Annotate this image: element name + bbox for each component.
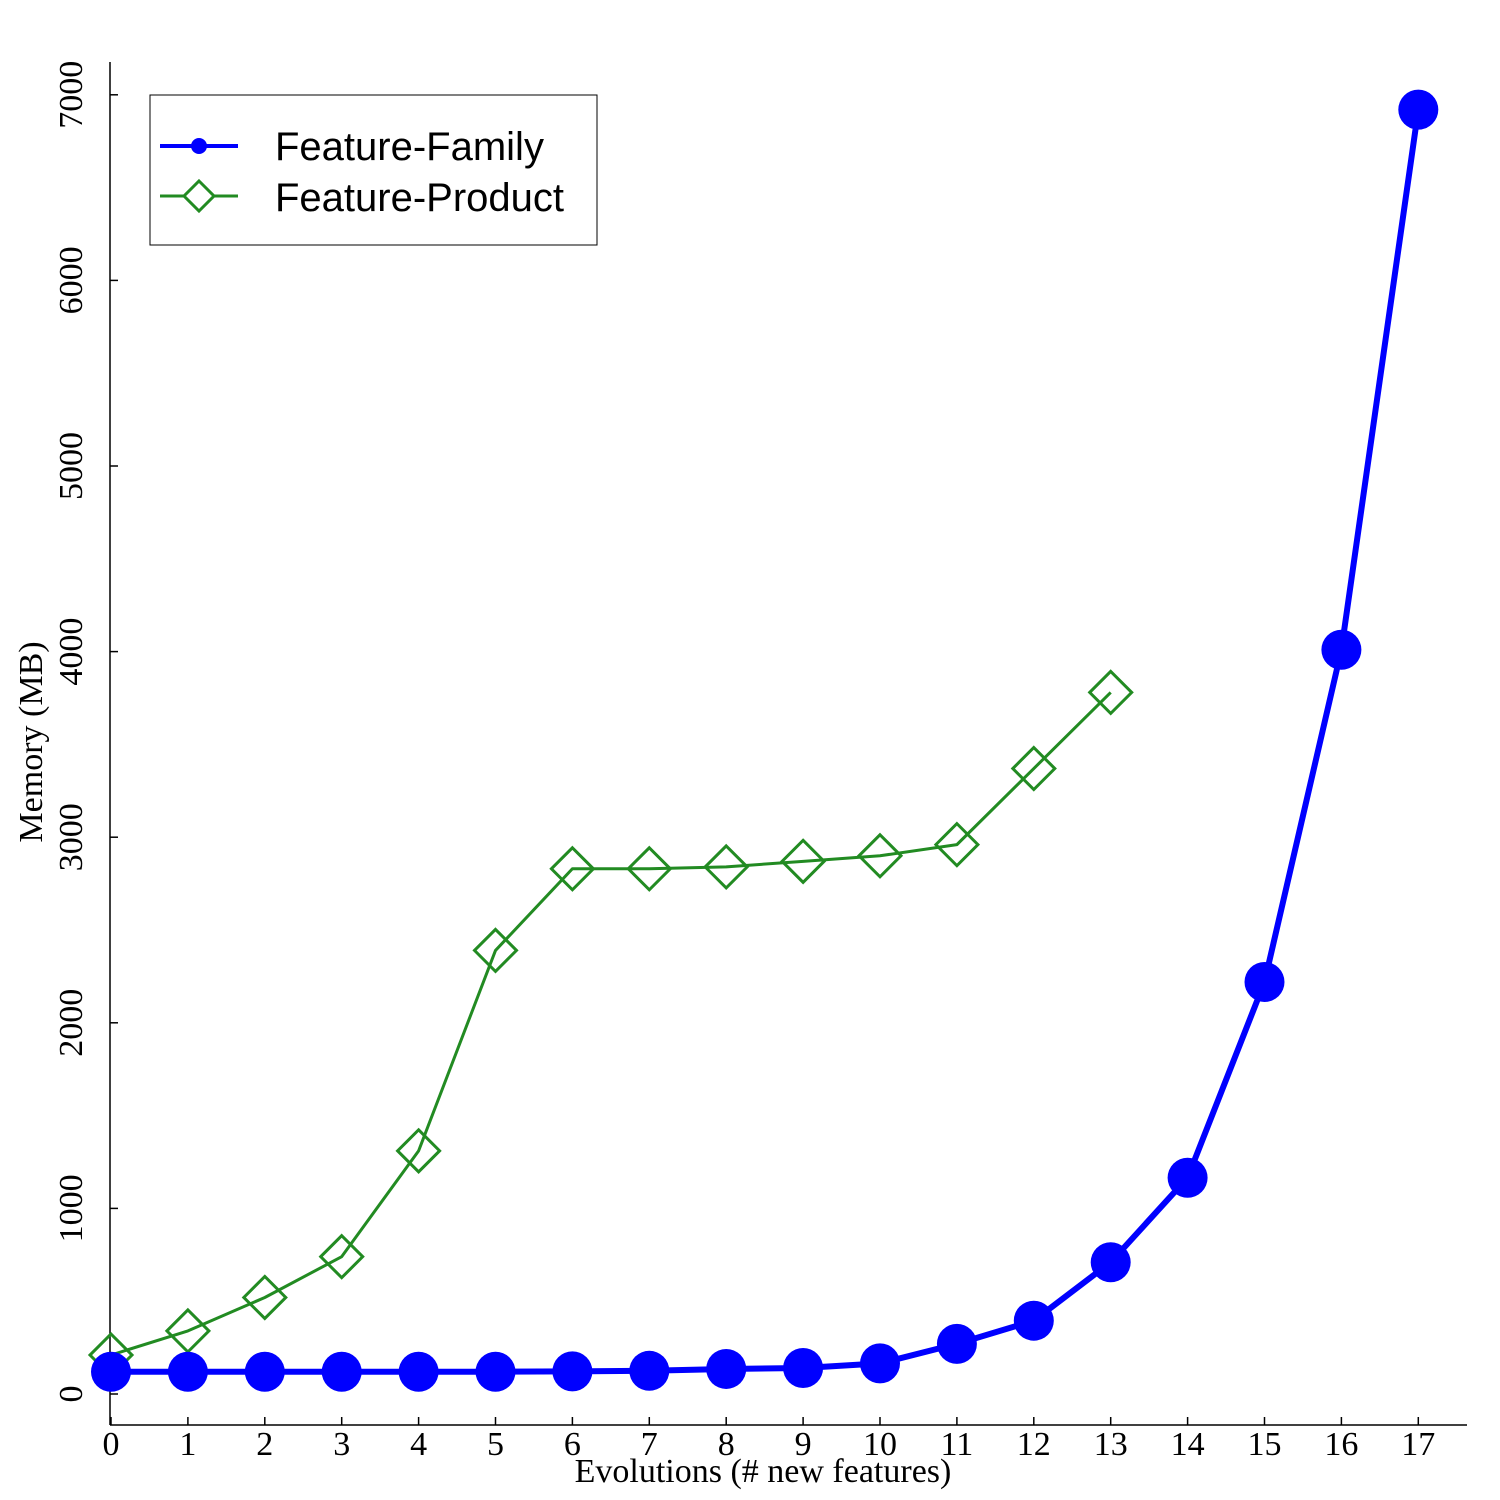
- data-point: [552, 1351, 593, 1392]
- x-ticks: 0 1 2 3 4 5 6 7 8 9 10 11 12 13 14 15 16 17: [103, 1417, 1435, 1463]
- data-point: [167, 1351, 208, 1392]
- series-line: [111, 109, 1422, 1375]
- x-tick-label: 12: [1017, 1426, 1051, 1463]
- data-point: [1167, 1157, 1208, 1198]
- y-axis-title: Memory (MB): [13, 641, 50, 842]
- y-tick-label: 2000: [53, 989, 90, 1057]
- data-point: [472, 927, 519, 974]
- data-point: [244, 1351, 285, 1392]
- data-point: [1244, 961, 1285, 1002]
- data-point: [626, 845, 673, 892]
- legend: Feature-Family Feature-Product: [149, 94, 598, 246]
- x-tick-label: 13: [1094, 1426, 1128, 1463]
- data-point: [1087, 669, 1134, 716]
- y-tick-label: 7000: [53, 61, 90, 129]
- data-point: [318, 1233, 365, 1280]
- legend-marker-feature-product: [181, 178, 217, 214]
- data-point: [91, 1351, 131, 1392]
- x-tick-label: 2: [256, 1426, 273, 1463]
- x-tick-label: 3: [333, 1426, 350, 1463]
- x-tick-label: 6: [564, 1426, 581, 1463]
- data-point: [321, 1351, 362, 1392]
- y-tick-label: 0: [53, 1386, 90, 1403]
- data-point: [1010, 745, 1057, 792]
- x-axis-title: Evolutions (# new features): [575, 1453, 952, 1490]
- series-line: [110, 691, 1112, 1357]
- data-point: [936, 1323, 977, 1364]
- y-tick-label: 1000: [53, 1174, 90, 1242]
- x-tick-label: 4: [410, 1426, 427, 1463]
- data-point: [475, 1351, 516, 1392]
- data-point: [1090, 1242, 1131, 1283]
- series-layer: [87, 89, 1439, 1392]
- data-point: [783, 1348, 824, 1389]
- x-tick-label: 9: [795, 1426, 812, 1463]
- data-point: [395, 1127, 442, 1174]
- x-tick-label: 17: [1401, 1426, 1435, 1463]
- x-tick-label: 14: [1171, 1426, 1205, 1463]
- axes: [109, 62, 1467, 1426]
- data-point: [860, 1343, 900, 1384]
- x-tick-label: 16: [1324, 1426, 1358, 1463]
- legend-marker-feature-family: [191, 138, 207, 154]
- x-tick-label: 10: [863, 1426, 897, 1463]
- x-tick-label: 15: [1248, 1426, 1282, 1463]
- data-point: [703, 843, 750, 891]
- y-tick-label: 5000: [53, 432, 90, 500]
- x-tick-label: 1: [179, 1426, 196, 1463]
- data-point: [1013, 1300, 1054, 1341]
- legend-label-feature-family: Feature-Family: [275, 125, 544, 169]
- legend-label-feature-product: Feature-Product: [275, 176, 564, 220]
- data-point: [549, 845, 596, 892]
- x-tick-label: 7: [641, 1426, 658, 1463]
- y-tick-label: 6000: [53, 246, 90, 314]
- data-point: [933, 821, 981, 868]
- data-point: [398, 1351, 439, 1392]
- y-tick-label: 3000: [53, 803, 90, 871]
- data-point: [779, 838, 827, 885]
- data-point: [706, 1348, 747, 1389]
- data-point: [241, 1274, 288, 1321]
- series-feature-family: [91, 89, 1439, 1392]
- x-tick-label: 0: [103, 1426, 120, 1463]
- data-point: [856, 832, 904, 879]
- x-tick-label: 11: [941, 1426, 974, 1463]
- y-tick-label: 4000: [53, 618, 90, 686]
- y-ticks: 0 1000 2000 3000 4000 5000 6000 7000: [53, 61, 118, 1403]
- data-point: [629, 1350, 670, 1391]
- data-point: [1398, 89, 1439, 130]
- x-tick-label: 8: [718, 1426, 735, 1463]
- legend-box: [149, 94, 598, 246]
- series-feature-product: [87, 669, 1134, 1379]
- x-tick-label: 5: [487, 1426, 504, 1463]
- data-point: [1321, 629, 1362, 670]
